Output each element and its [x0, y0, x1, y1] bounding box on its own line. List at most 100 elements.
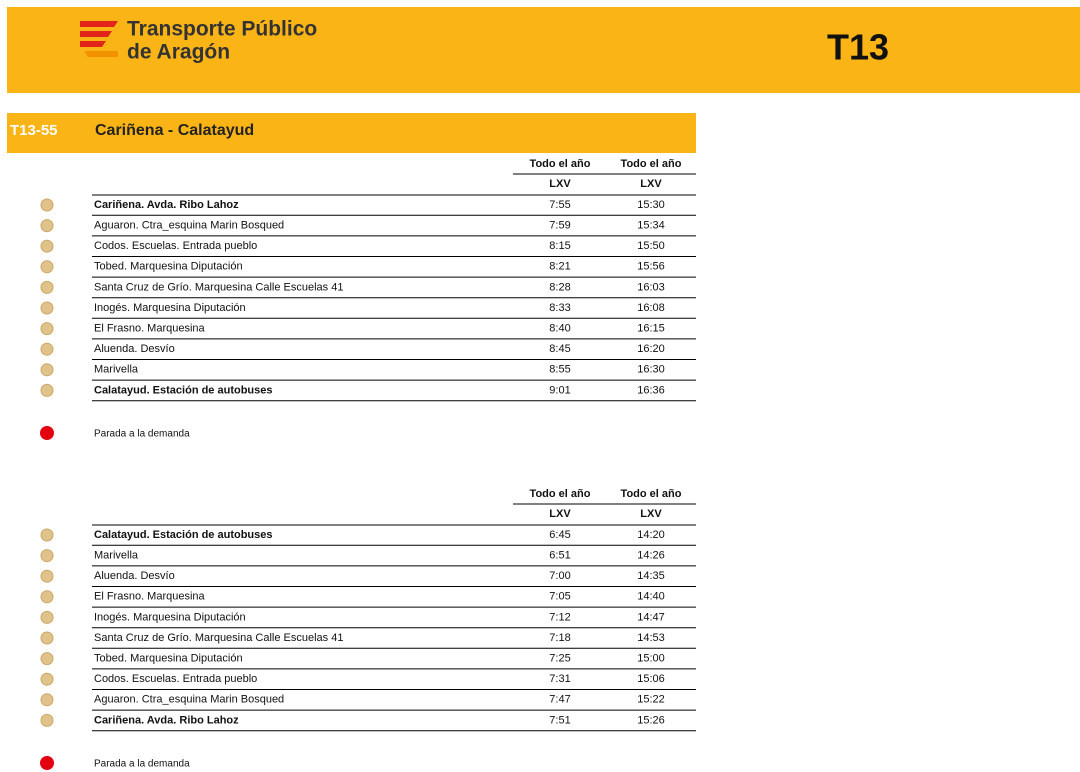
- departure-time: 7:00: [549, 570, 570, 582]
- stop-name: Cariñena. Avda. Ribo Lahoz: [94, 199, 239, 211]
- departure-time: 7:59: [549, 220, 570, 232]
- departure-time: 7:47: [549, 694, 570, 706]
- column-days: LXV: [549, 508, 571, 520]
- column-days: LXV: [640, 508, 662, 520]
- departure-time: 15:34: [637, 220, 665, 232]
- stop-dot: [40, 301, 54, 315]
- header-bar: [7, 7, 1080, 93]
- stop-name: Aluenda. Desvío: [94, 570, 175, 582]
- stop-dot: [40, 528, 54, 542]
- stop-name: Marivella: [94, 364, 139, 376]
- departure-time: 15:56: [637, 261, 665, 273]
- departure-time: 15:22: [637, 694, 665, 706]
- stop-name: Tobed. Marquesina Diputación: [94, 261, 243, 273]
- line-code: T13: [827, 27, 889, 68]
- column-period: Todo el año: [530, 488, 591, 500]
- departure-time: 14:26: [637, 550, 665, 562]
- stop-dot: [40, 569, 54, 583]
- stop-dot: [40, 631, 54, 645]
- departure-time: 15:00: [637, 653, 665, 665]
- departure-time: 16:30: [637, 364, 665, 376]
- departure-time: 14:53: [637, 632, 665, 644]
- departure-time: 8:45: [549, 343, 570, 355]
- departure-time: 8:21: [549, 261, 570, 273]
- logo-icon: [80, 21, 118, 57]
- stop-dot: [40, 610, 54, 624]
- column-days: LXV: [640, 178, 662, 190]
- stop-name: Tobed. Marquesina Diputación: [94, 653, 243, 665]
- stop-name: El Frasno. Marquesina: [94, 323, 206, 335]
- stop-dot: [40, 260, 54, 274]
- legend-dot: [40, 426, 54, 440]
- column-period: Todo el año: [621, 488, 682, 500]
- stop-dot: [40, 342, 54, 356]
- departure-time: 7:18: [549, 632, 570, 644]
- brand-line: de Aragón: [127, 41, 230, 64]
- stop-name: Cariñena. Avda. Ribo Lahoz: [94, 714, 239, 726]
- departure-time: 7:31: [549, 673, 570, 685]
- column-days: LXV: [549, 178, 571, 190]
- departure-time: 16:20: [637, 343, 665, 355]
- departure-time: 9:01: [549, 384, 570, 396]
- stop-dot: [40, 322, 54, 336]
- stop-dot: [40, 239, 54, 253]
- stop-name: Inogés. Marquesina Diputación: [94, 302, 246, 314]
- brand-line: Transporte Público: [127, 18, 317, 41]
- stop-name: El Frasno. Marquesina: [94, 591, 206, 603]
- stop-name: Aguaron. Ctra_esquina Marin Bosqued: [94, 220, 284, 232]
- legend-label: Parada a la demanda: [94, 759, 190, 770]
- stop-name: Codos. Escuelas. Entrada pueblo: [94, 673, 257, 685]
- departure-time: 8:15: [549, 240, 570, 252]
- departure-time: 16:15: [637, 323, 665, 335]
- stop-dot: [40, 652, 54, 666]
- stop-dot: [40, 280, 54, 294]
- stop-name: Aguaron. Ctra_esquina Marin Bosqued: [94, 694, 284, 706]
- departure-time: 15:26: [637, 714, 665, 726]
- stop-dot: [40, 219, 54, 233]
- departure-time: 7:25: [549, 653, 570, 665]
- departure-time: 14:40: [637, 591, 665, 603]
- departure-time: 8:28: [549, 281, 570, 293]
- column-period: Todo el año: [621, 158, 682, 170]
- stop-dot: [40, 693, 54, 707]
- departure-time: 7:05: [549, 591, 570, 603]
- legend-label: Parada a la demanda: [94, 429, 190, 440]
- departure-time: 8:33: [549, 302, 570, 314]
- departure-time: 16:03: [637, 281, 665, 293]
- stop-name: Santa Cruz de Grío. Marquesina Calle Esc…: [94, 281, 343, 293]
- departure-time: 15:30: [637, 199, 665, 211]
- route-bar: [7, 113, 696, 153]
- departure-time: 14:20: [637, 529, 665, 541]
- departure-time: 16:08: [637, 302, 665, 314]
- departure-time: 16:36: [637, 384, 665, 396]
- stop-name: Marivella: [94, 550, 139, 562]
- departure-time: 7:51: [549, 714, 570, 726]
- stop-dot: [40, 363, 54, 377]
- stop-dot: [40, 198, 54, 212]
- stop-name: Santa Cruz de Grío. Marquesina Calle Esc…: [94, 632, 343, 644]
- stop-dot: [40, 713, 54, 727]
- route-code: T13-55: [10, 122, 58, 139]
- departure-time: 6:45: [549, 529, 570, 541]
- departure-time: 15:06: [637, 673, 665, 685]
- departure-time: 7:12: [549, 611, 570, 623]
- stop-name: Aluenda. Desvío: [94, 343, 175, 355]
- stop-name: Calatayud. Estación de autobuses: [94, 384, 273, 396]
- departure-time: 7:55: [549, 199, 570, 211]
- departure-time: 15:50: [637, 240, 665, 252]
- stop-name: Inogés. Marquesina Diputación: [94, 611, 246, 623]
- stop-dot: [40, 549, 54, 563]
- stop-name: Calatayud. Estación de autobuses: [94, 529, 273, 541]
- route-name: Cariñena - Calatayud: [95, 122, 254, 139]
- departure-time: 6:51: [549, 550, 570, 562]
- departure-time: 14:35: [637, 570, 665, 582]
- stop-dot: [40, 590, 54, 604]
- departure-time: 8:55: [549, 364, 570, 376]
- column-period: Todo el año: [530, 158, 591, 170]
- stop-dot: [40, 672, 54, 686]
- legend-dot: [40, 756, 54, 770]
- departure-time: 8:40: [549, 323, 570, 335]
- stop-name: Codos. Escuelas. Entrada pueblo: [94, 240, 257, 252]
- stop-dot: [40, 383, 54, 397]
